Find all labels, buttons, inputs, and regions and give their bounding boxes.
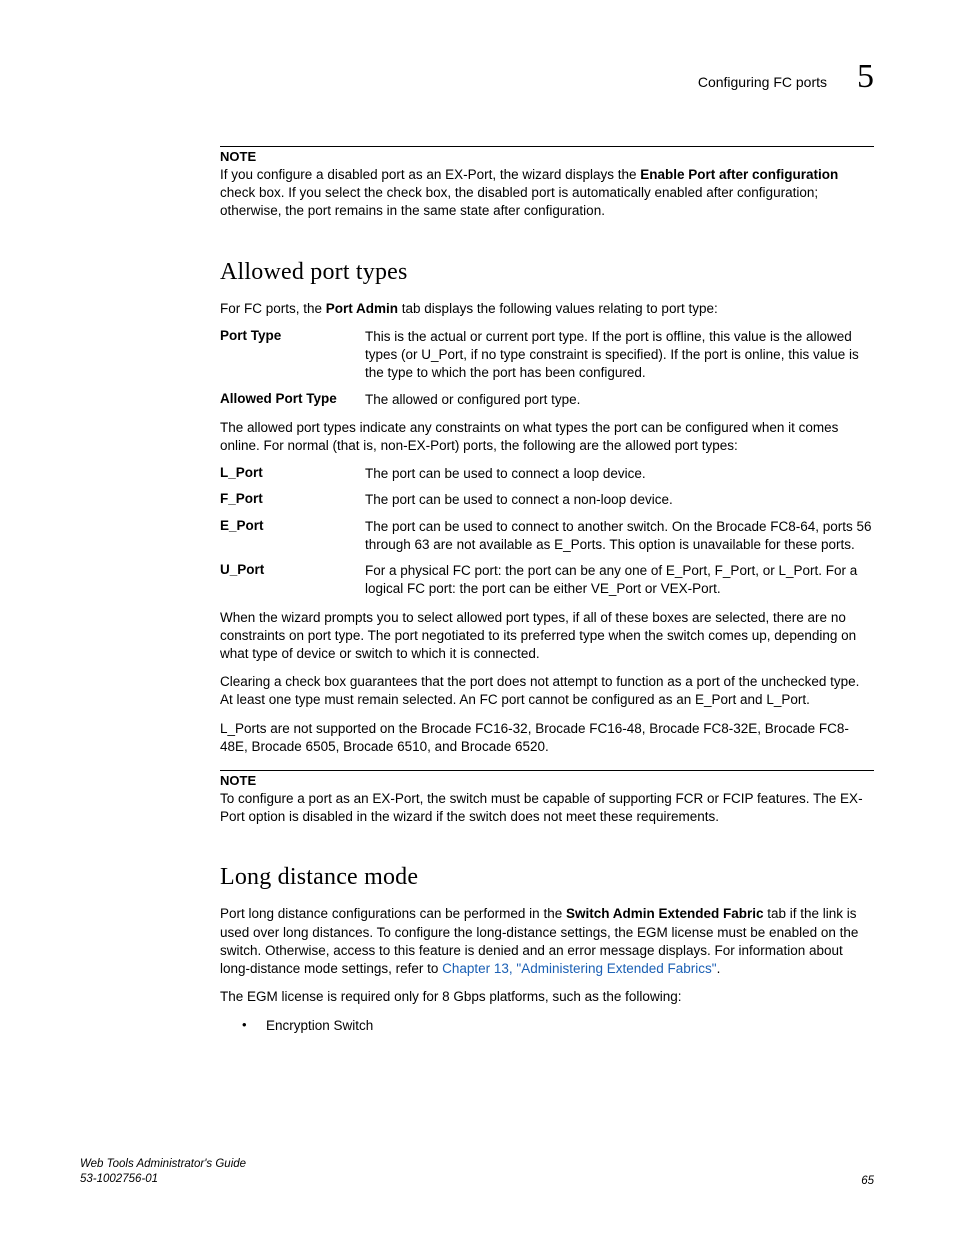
- definition-row: U_PortFor a physical FC port: the port c…: [220, 562, 874, 598]
- bullet-item: •Encryption Switch: [242, 1017, 874, 1035]
- definition-term: E_Port: [220, 518, 365, 554]
- definition-term: Allowed Port Type: [220, 391, 365, 409]
- page-header: Configuring FC ports 5: [80, 58, 874, 96]
- footer-left: Web Tools Administrator's Guide 53-10027…: [80, 1157, 246, 1187]
- text: Port long distance configurations can be…: [220, 906, 566, 921]
- text: For FC ports, the: [220, 301, 326, 316]
- body-paragraph: For FC ports, the Port Admin tab display…: [220, 300, 874, 318]
- body-paragraph: The allowed port types indicate any cons…: [220, 419, 874, 455]
- note-text: check box. If you select the check box, …: [220, 185, 818, 218]
- note-body: To configure a port as an EX-Port, the s…: [220, 790, 874, 826]
- page-footer: Web Tools Administrator's Guide 53-10027…: [80, 1157, 874, 1187]
- note-label: NOTE: [220, 149, 874, 164]
- text: tab displays the following values relati…: [398, 301, 718, 316]
- body-paragraph: The EGM license is required only for 8 G…: [220, 988, 874, 1006]
- section-heading: Allowed port types: [220, 259, 874, 286]
- header-title: Configuring FC ports: [698, 74, 827, 90]
- definition-list: Port TypeThis is the actual or current p…: [220, 328, 874, 409]
- body-paragraph: When the wizard prompts you to select al…: [220, 609, 874, 664]
- page-content: NOTE If you configure a disabled port as…: [220, 146, 874, 1035]
- definition-term: Port Type: [220, 328, 365, 383]
- definition-term: L_Port: [220, 465, 365, 483]
- footer-page-number: 65: [861, 1175, 874, 1187]
- definition-description: This is the actual or current port type.…: [365, 328, 874, 383]
- definition-row: Port TypeThis is the actual or current p…: [220, 328, 874, 383]
- definition-description: For a physical FC port: the port can be …: [365, 562, 874, 598]
- text-bold: Switch Admin Extended Fabric: [566, 906, 764, 921]
- note-rule: [220, 770, 874, 771]
- note-label: NOTE: [220, 773, 874, 788]
- definition-description: The port can be used to connect a loop d…: [365, 465, 874, 483]
- footer-guide: Web Tools Administrator's Guide: [80, 1157, 246, 1172]
- definition-list: L_PortThe port can be used to connect a …: [220, 465, 874, 598]
- bullet-icon: •: [242, 1017, 266, 1034]
- definition-description: The allowed or configured port type.: [365, 391, 874, 409]
- definition-description: The port can be used to connect a non-lo…: [365, 491, 874, 509]
- bullet-text: Encryption Switch: [266, 1017, 874, 1035]
- section-heading: Long distance mode: [220, 864, 874, 891]
- definition-term: U_Port: [220, 562, 365, 598]
- definition-row: F_PortThe port can be used to connect a …: [220, 491, 874, 509]
- body-paragraph: Port long distance configurations can be…: [220, 905, 874, 978]
- body-paragraph: L_Ports are not supported on the Brocade…: [220, 720, 874, 756]
- document-page: Configuring FC ports 5 NOTE If you confi…: [0, 0, 954, 1235]
- footer-docnum: 53-1002756-01: [80, 1172, 246, 1187]
- note-text: If you configure a disabled port as an E…: [220, 167, 640, 182]
- note-rule: [220, 146, 874, 147]
- text: .: [717, 961, 721, 976]
- definition-row: Allowed Port TypeThe allowed or configur…: [220, 391, 874, 409]
- cross-reference-link[interactable]: Chapter 13, "Administering Extended Fabr…: [442, 961, 716, 976]
- definition-term: F_Port: [220, 491, 365, 509]
- note-body: If you configure a disabled port as an E…: [220, 166, 874, 221]
- definition-row: L_PortThe port can be used to connect a …: [220, 465, 874, 483]
- bullet-list: •Encryption Switch: [220, 1017, 874, 1035]
- text-bold: Port Admin: [326, 301, 398, 316]
- definition-row: E_PortThe port can be used to connect to…: [220, 518, 874, 554]
- chapter-number: 5: [857, 58, 874, 96]
- note-bold: Enable Port after configuration: [640, 167, 838, 182]
- definition-description: The port can be used to connect to anoth…: [365, 518, 874, 554]
- body-paragraph: Clearing a check box guarantees that the…: [220, 673, 874, 709]
